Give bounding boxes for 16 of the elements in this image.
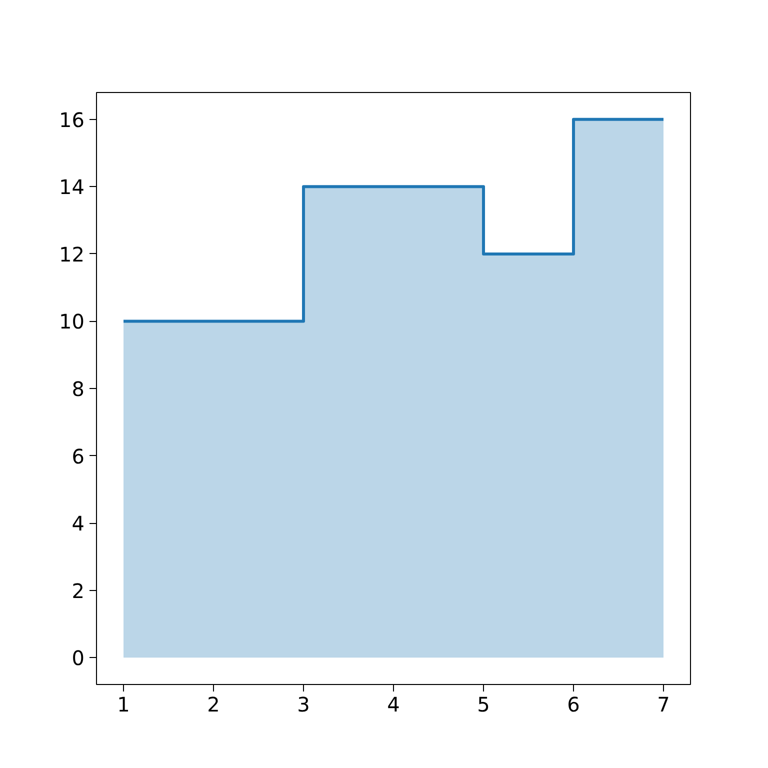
x-tick-label: 3 [297,692,310,716]
y-tick-label: 10 [59,310,85,334]
x-tick-label: 6 [567,692,580,716]
y-tick-label: 8 [72,377,85,401]
y-tick-label: 0 [72,646,85,670]
y-tick-label: 6 [72,444,85,468]
x-tick-label: 4 [387,692,400,716]
y-tick-label: 14 [59,175,85,200]
y-tick-label: 4 [72,512,85,536]
y-tick-label: 2 [72,578,85,603]
x-tick-label: 2 [207,692,220,716]
y-tick-label: 16 [59,108,85,132]
x-tick-label: 7 [657,692,670,716]
x-tick-label: 1 [117,692,130,716]
x-tick-label: 5 [477,692,490,716]
y-tick-label: 12 [59,242,85,266]
